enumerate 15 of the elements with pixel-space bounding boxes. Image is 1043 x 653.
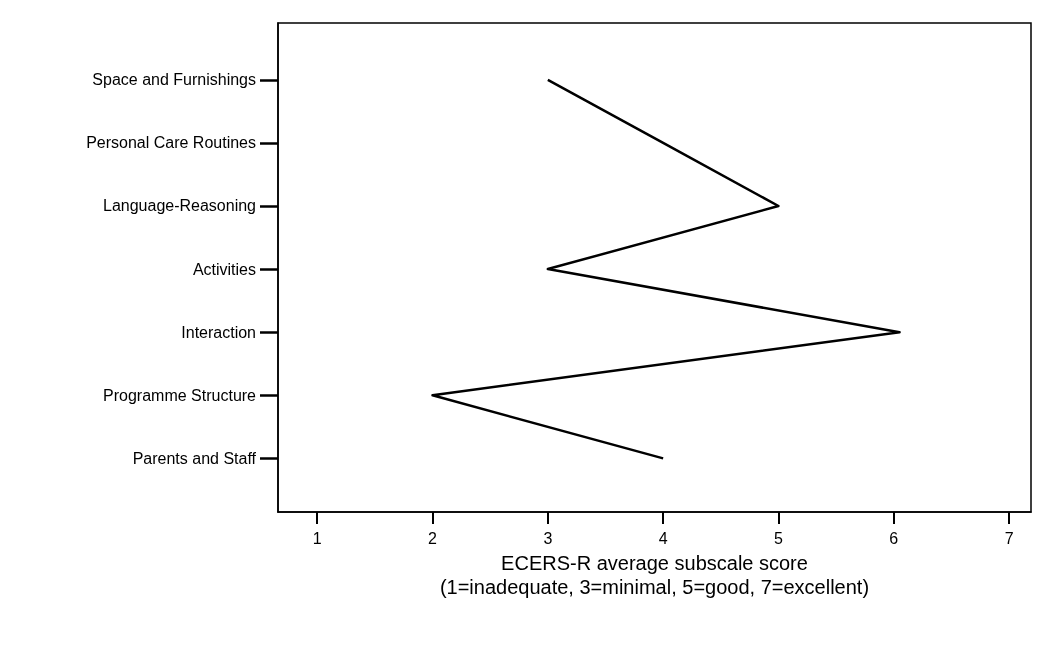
y-tick-label: Space and Furnishings (92, 71, 256, 89)
x-axis-title: ECERS-R average subscale score (1=inadequate, 3=minimal, 5=good, 7=excellent) (439, 551, 870, 598)
x-tick-label: 7 (1004, 529, 1014, 547)
y-tick-label: Activities (192, 260, 256, 278)
y-tick-label: Programme Structure (103, 386, 257, 404)
y-tick-label: Interaction (181, 323, 256, 341)
x-tick-label: 6 (889, 529, 899, 547)
x-tick-label: 2 (428, 529, 438, 547)
y-tick-label: Parents and Staff (132, 449, 257, 467)
x-tick-label: 4 (658, 529, 668, 547)
x-tick-label: 5 (774, 529, 784, 547)
y-tick-label: Personal Care Routines (86, 134, 256, 152)
x-tick-label: 1 (312, 529, 322, 547)
x-tick-label: 3 (543, 529, 553, 547)
y-tick-label: Language-Reasoning (102, 197, 256, 215)
